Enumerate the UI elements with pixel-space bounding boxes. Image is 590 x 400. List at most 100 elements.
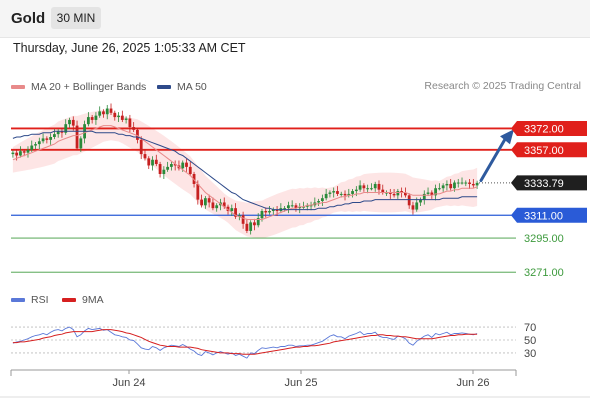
candle-body <box>256 218 260 226</box>
candle-body <box>53 134 56 137</box>
candle-body <box>351 191 354 194</box>
candle-body <box>411 205 415 210</box>
candle-body <box>373 183 377 189</box>
candle-body <box>358 185 362 190</box>
candle-body <box>37 141 41 145</box>
candle-body <box>475 182 479 186</box>
candle-body <box>237 215 241 217</box>
candle-body <box>71 119 75 126</box>
candle-body <box>407 195 411 206</box>
candle-body <box>200 199 203 206</box>
candle-body <box>468 182 471 184</box>
candle-body <box>49 137 53 140</box>
candle-body <box>22 151 26 153</box>
candle-body <box>170 164 173 167</box>
candle-body <box>434 188 437 196</box>
candle-body <box>430 192 434 196</box>
level-label-3: 3295.00 <box>524 233 564 245</box>
candle-body <box>471 183 475 186</box>
level-label-1: 3357.00 <box>511 142 587 158</box>
candle-body <box>324 193 328 199</box>
rsi-swatch <box>11 298 25 303</box>
candle-body <box>147 158 151 166</box>
ma50-line <box>12 130 478 211</box>
candle-body <box>128 118 132 128</box>
timestamp: Thursday, June 26, 2025 1:05:33 AM CET <box>13 41 246 55</box>
candle-body <box>30 145 34 150</box>
candle-body <box>102 111 105 115</box>
candle-body <box>460 182 464 184</box>
credit-text: Research © 2025 Trading Central <box>424 80 581 92</box>
candle-body <box>275 209 279 211</box>
rsi-tick-label-2: 30 <box>524 348 536 360</box>
candle-body <box>343 193 347 196</box>
candle-body <box>298 206 302 209</box>
rsi-label: RSI <box>31 294 49 306</box>
candle-body <box>396 191 400 196</box>
candle-body <box>241 215 245 224</box>
candle-body <box>86 117 90 125</box>
candle-body <box>215 205 219 209</box>
candle-body <box>132 127 136 130</box>
legend-ma50: MA 50 <box>157 80 207 94</box>
candle-body <box>328 192 332 194</box>
candle-body <box>211 202 215 209</box>
top-bar: Gold 30 MIN <box>0 0 590 38</box>
candle-body <box>98 111 102 116</box>
ma20-swatch <box>11 85 25 90</box>
candle-body <box>449 183 453 189</box>
candle-body <box>283 208 287 210</box>
candle-body <box>143 154 147 159</box>
candle-body <box>260 211 264 219</box>
candle-body <box>79 138 83 149</box>
candle-body <box>309 205 313 207</box>
candle-body <box>464 182 468 184</box>
candle-body <box>287 205 290 209</box>
bollinger-band-area <box>12 109 478 239</box>
candle-body <box>320 198 324 202</box>
candle-body <box>245 223 249 231</box>
candle-body <box>366 188 370 190</box>
candle-body <box>120 115 124 120</box>
candle-body <box>226 206 230 211</box>
candle-body <box>173 164 177 166</box>
candle-body <box>317 201 320 203</box>
current-price-label-bg <box>511 175 587 191</box>
candle-body <box>456 182 460 184</box>
candle-body <box>271 209 275 211</box>
forecast-arrow-shaft <box>479 137 507 183</box>
candle-body <box>422 193 426 200</box>
candle-body <box>437 188 441 190</box>
ma9-swatch <box>62 298 76 303</box>
candle-body <box>339 193 343 195</box>
ma50-swatch <box>157 85 171 90</box>
candle-body <box>377 183 381 190</box>
candle-body <box>34 144 37 146</box>
candle-body <box>203 198 207 206</box>
candle-body <box>441 185 445 189</box>
candle-body <box>419 199 422 203</box>
x-tick-label-1: Jun 25 <box>284 377 317 389</box>
candle-body <box>362 185 366 189</box>
forecast-arrow-head <box>500 129 514 145</box>
candle-body <box>19 151 22 156</box>
candle-body <box>60 131 64 133</box>
level-label-1-text: 3357.00 <box>524 145 564 157</box>
symbol-title: Gold <box>11 10 46 27</box>
candle-body <box>370 188 373 190</box>
timeframe-button[interactable]: 30 MIN <box>51 7 101 29</box>
level-label-2-text: 3311.00 <box>524 210 563 222</box>
candle-body <box>336 191 339 194</box>
candle-body <box>185 162 188 167</box>
candle-body <box>11 152 15 155</box>
candle-body <box>234 208 237 217</box>
level-label-0: 3372.00 <box>511 120 587 136</box>
current-price-label-text: 3333.79 <box>524 178 564 190</box>
candle-body <box>290 205 294 207</box>
candle-body <box>264 211 268 213</box>
candle-body <box>453 182 456 189</box>
candle-body <box>207 198 211 203</box>
candle-body <box>166 166 170 170</box>
candle-body <box>154 159 158 165</box>
